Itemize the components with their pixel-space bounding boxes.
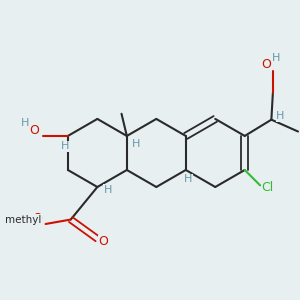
Text: H: H	[131, 139, 140, 149]
Text: H: H	[21, 118, 29, 128]
Text: H: H	[103, 185, 112, 195]
Text: O: O	[261, 58, 271, 71]
Text: methyl: methyl	[5, 214, 42, 224]
Text: H: H	[61, 141, 69, 151]
Text: H: H	[184, 174, 192, 184]
Text: H: H	[272, 53, 281, 63]
Text: O: O	[98, 235, 108, 248]
Text: H: H	[276, 111, 284, 121]
Text: O: O	[29, 124, 39, 136]
Text: O: O	[32, 212, 42, 225]
Text: Cl: Cl	[262, 181, 274, 194]
